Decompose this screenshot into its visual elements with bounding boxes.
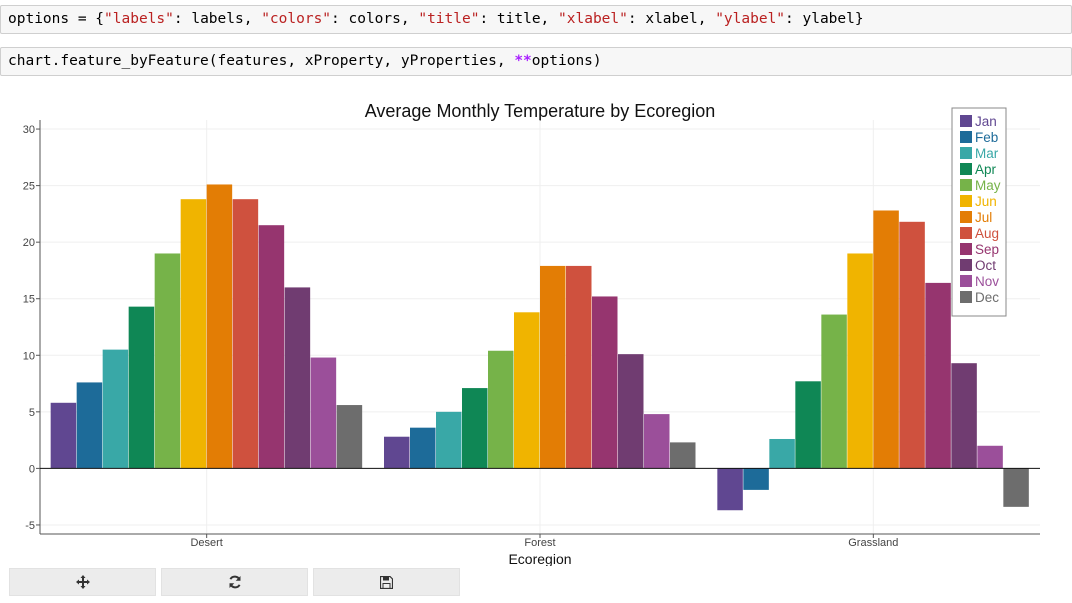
legend-swatch	[960, 131, 972, 143]
bar-grassland-jan	[717, 468, 743, 511]
legend-label: Aug	[975, 226, 999, 241]
bar-forest-feb	[410, 427, 436, 469]
legend-swatch	[960, 227, 972, 239]
bar-grassland-nov	[977, 445, 1003, 469]
bar-forest-nov	[644, 414, 670, 469]
x-axis-label: Ecoregion	[508, 551, 571, 566]
x-tick-label: Grassland	[848, 537, 898, 549]
bar-desert-jul	[206, 184, 233, 469]
bar-desert-jun	[180, 199, 207, 469]
bar-grassland-dec	[1003, 468, 1029, 507]
bar-desert-feb	[76, 382, 103, 469]
code-cell-options[interactable]: options = {"labels": labels, "colors": c…	[0, 5, 1072, 34]
legend-label: Nov	[975, 274, 999, 289]
y-tick-label: 15	[23, 294, 35, 306]
legend-swatch	[960, 179, 972, 191]
bar-desert-jan	[50, 402, 77, 469]
bar-forest-mar	[436, 411, 462, 469]
legend-swatch	[960, 195, 972, 207]
legend-label: Apr	[975, 162, 997, 177]
legend-label: Sep	[975, 242, 999, 257]
bar-desert-oct	[284, 287, 311, 469]
legend-label: Dec	[975, 290, 999, 305]
bar-desert-mar	[102, 349, 129, 469]
bar-desert-may	[154, 253, 181, 469]
bar-forest-may	[488, 350, 514, 469]
bar-grassland-apr	[795, 381, 821, 469]
bar-forest-jan	[384, 436, 410, 469]
chart-title: Average Monthly Temperature by Ecoregion	[365, 101, 716, 121]
y-tick-label: 10	[23, 350, 35, 362]
bar-chart: Average Monthly Temperature by Ecoregion…	[23, 101, 1040, 566]
pan-button[interactable]	[9, 568, 156, 596]
bar-desert-apr	[128, 306, 155, 469]
bar-forest-aug	[566, 265, 592, 469]
code-cell-chart-call[interactable]: chart.feature_byFeature(features, xPrope…	[0, 47, 1072, 76]
bar-grassland-aug	[899, 221, 925, 469]
legend-label: Jan	[975, 114, 997, 129]
legend-label: Jul	[975, 210, 992, 225]
bar-forest-sep	[592, 296, 618, 469]
legend-label: May	[975, 178, 1001, 193]
legend-label: Feb	[975, 130, 998, 145]
refresh-icon	[229, 575, 240, 589]
bar-forest-jul	[540, 265, 566, 469]
legend-swatch	[960, 275, 972, 287]
legend-label: Jun	[975, 194, 997, 209]
bars	[50, 184, 1029, 511]
bar-desert-dec	[336, 405, 363, 469]
y-tick-label: 20	[23, 237, 35, 249]
bar-forest-oct	[618, 354, 644, 469]
legend-swatch	[960, 291, 972, 303]
bar-forest-dec	[670, 442, 696, 469]
x-tick-label: Forest	[524, 537, 555, 549]
legend-label: Oct	[975, 258, 996, 273]
x-tick-label: Desert	[190, 537, 222, 549]
legend-swatch	[960, 147, 972, 159]
bar-grassland-jul	[873, 210, 899, 469]
reset-button[interactable]	[161, 568, 308, 596]
code-text: chart.feature_byFeature(features, xPrope…	[8, 53, 602, 69]
legend-swatch	[960, 243, 972, 255]
x-axis: Desert Forest Grassland	[40, 467, 1040, 549]
bar-grassland-oct	[951, 363, 977, 469]
bar-desert-aug	[232, 199, 259, 469]
pan-move-icon	[75, 575, 90, 589]
save-icon	[380, 575, 393, 589]
bar-desert-nov	[310, 357, 337, 469]
y-axis: -5 0 5 10 15 20 25 30	[23, 120, 41, 534]
y-tick-label: 0	[29, 463, 35, 475]
y-tick-label: -5	[25, 520, 35, 532]
legend-swatch	[960, 115, 972, 127]
bar-desert-sep	[258, 225, 285, 469]
bar-grassland-may	[821, 314, 847, 469]
y-tick-label: 25	[23, 181, 35, 193]
bar-forest-jun	[514, 312, 540, 469]
legend-swatch	[960, 163, 972, 175]
legend-label: Mar	[975, 146, 999, 161]
code-text: options = {"labels": labels, "colors": c…	[8, 11, 864, 27]
legend-swatch	[960, 211, 972, 223]
y-tick-label: 30	[23, 124, 35, 136]
bar-grassland-feb	[743, 468, 769, 490]
legend-swatch	[960, 259, 972, 271]
save-button[interactable]	[313, 568, 460, 596]
bar-grassland-mar	[769, 438, 795, 469]
bar-grassland-sep	[925, 282, 951, 469]
bar-forest-apr	[462, 388, 488, 469]
y-tick-label: 5	[29, 407, 35, 419]
bar-grassland-jun	[847, 253, 873, 469]
